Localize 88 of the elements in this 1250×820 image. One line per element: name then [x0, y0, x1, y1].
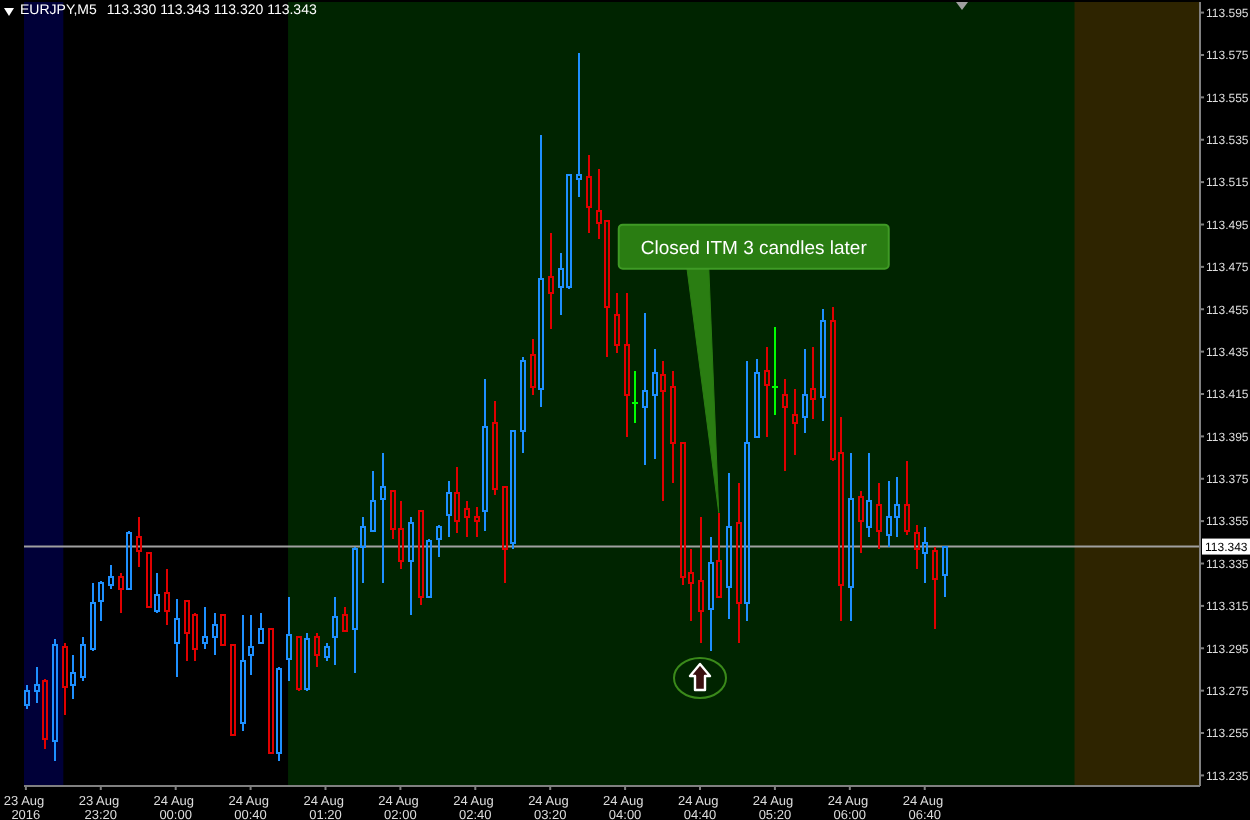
candlestick: [174, 598, 180, 678]
candlestick: [858, 490, 864, 554]
candlestick: [586, 154, 592, 234]
candlestick: [90, 582, 96, 652]
candlestick: [492, 400, 498, 496]
candlestick: [62, 642, 68, 716]
annotation: Closed ITM 3 candles later: [640, 237, 867, 260]
candlestick: [502, 486, 508, 584]
candlestick: [436, 524, 442, 558]
candlestick: [146, 552, 152, 608]
candlestick: [614, 292, 620, 354]
candlestick: [276, 666, 282, 762]
candlestick: [942, 546, 948, 598]
candlestick: [886, 480, 892, 548]
candlestick: [624, 292, 630, 438]
candlestick: [464, 500, 470, 538]
candlestick: [520, 356, 526, 454]
candlestick: [782, 378, 788, 472]
candlestick: [482, 378, 488, 532]
candlestick: [314, 632, 320, 668]
candlestick: [530, 338, 536, 396]
candlestick: [324, 642, 330, 662]
candlestick: [70, 654, 76, 700]
candlestick: [34, 666, 40, 704]
candlestick: [164, 568, 170, 626]
candlestick: [268, 628, 274, 754]
candlestick: [426, 538, 432, 598]
candlestick: [212, 612, 218, 656]
candlestick: [380, 452, 386, 584]
candlestick: [454, 466, 460, 534]
candlestick: [631, 370, 639, 424]
candlestick: [792, 388, 798, 456]
candlestick: [914, 524, 920, 570]
candlestick: [108, 564, 114, 590]
candlestick: [848, 452, 854, 622]
candlestick: [876, 482, 882, 550]
candlestick: [866, 452, 872, 538]
candlestick: [904, 460, 910, 536]
candlestick: [202, 606, 208, 650]
candlestick: [304, 632, 310, 692]
candlestick: [652, 348, 658, 460]
candlestick: [332, 596, 338, 666]
candlestick: [754, 358, 760, 438]
candlestick: [922, 526, 928, 584]
candlestick: [510, 430, 516, 550]
candlestick: [474, 506, 480, 538]
candlestick: [418, 510, 424, 606]
candlestick: [220, 614, 226, 646]
candlestick: [42, 678, 48, 750]
candlestick: [126, 530, 132, 590]
candlestick: [538, 134, 544, 408]
candlestick: [764, 346, 770, 438]
candlestick: [118, 572, 124, 614]
candlestick: [932, 546, 938, 630]
candlestick: [154, 572, 160, 614]
candlestick: [296, 636, 302, 692]
candlestick: [771, 326, 779, 416]
candlestick: [744, 360, 750, 622]
candlestick: [98, 580, 104, 622]
candlestick: [52, 638, 58, 762]
candlestick: [576, 52, 582, 198]
candlestick: [820, 308, 826, 422]
candlestick: [660, 360, 666, 502]
candlestick: [802, 348, 808, 434]
candlestick: [352, 546, 358, 674]
candlestick: [286, 596, 292, 682]
candlestick: [736, 482, 742, 644]
candlestick: [370, 470, 376, 532]
candlestick: [548, 232, 554, 330]
candlestick: [258, 612, 264, 644]
candlestick: [136, 516, 142, 568]
candlestick: [230, 644, 236, 736]
candlestick: [716, 512, 722, 598]
candlestick: [248, 614, 254, 676]
candlestick: [342, 606, 348, 632]
candlestick: [80, 636, 86, 682]
candlestick: [810, 346, 816, 420]
candlestick: [642, 312, 648, 466]
candlestick: [726, 472, 732, 620]
candlestick: [408, 516, 414, 616]
candlestick: [708, 536, 714, 652]
candlestick: [446, 480, 452, 538]
candlestick: [670, 370, 676, 484]
candlestick: [240, 614, 246, 732]
candlestick: [24, 684, 30, 710]
candlestick: [698, 516, 704, 644]
candlestick: [184, 600, 190, 662]
candlestick: [360, 516, 366, 584]
